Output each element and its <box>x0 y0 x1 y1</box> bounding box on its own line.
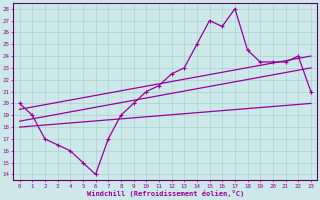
X-axis label: Windchill (Refroidissement éolien,°C): Windchill (Refroidissement éolien,°C) <box>87 190 244 197</box>
